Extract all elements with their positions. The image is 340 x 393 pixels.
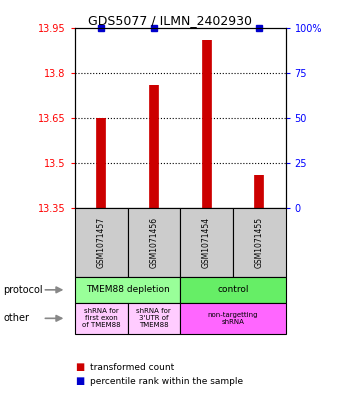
Text: protocol: protocol	[3, 285, 43, 295]
Text: other: other	[3, 313, 29, 323]
Text: control: control	[217, 285, 249, 294]
Text: GSM1071454: GSM1071454	[202, 217, 211, 268]
Text: shRNA for
3'UTR of
TMEM88: shRNA for 3'UTR of TMEM88	[136, 309, 171, 328]
Text: ■: ■	[75, 376, 84, 386]
Text: GSM1071456: GSM1071456	[149, 217, 158, 268]
Text: non-targetting
shRNA: non-targetting shRNA	[208, 312, 258, 325]
Text: transformed count: transformed count	[90, 363, 174, 372]
Text: percentile rank within the sample: percentile rank within the sample	[90, 377, 243, 386]
Text: GSM1071457: GSM1071457	[97, 217, 106, 268]
Text: ■: ■	[75, 362, 84, 373]
Text: GSM1071455: GSM1071455	[255, 217, 264, 268]
Text: GDS5077 / ILMN_2402930: GDS5077 / ILMN_2402930	[88, 14, 252, 27]
Text: shRNA for
first exon
of TMEM88: shRNA for first exon of TMEM88	[82, 309, 120, 328]
Text: TMEM88 depletion: TMEM88 depletion	[86, 285, 169, 294]
